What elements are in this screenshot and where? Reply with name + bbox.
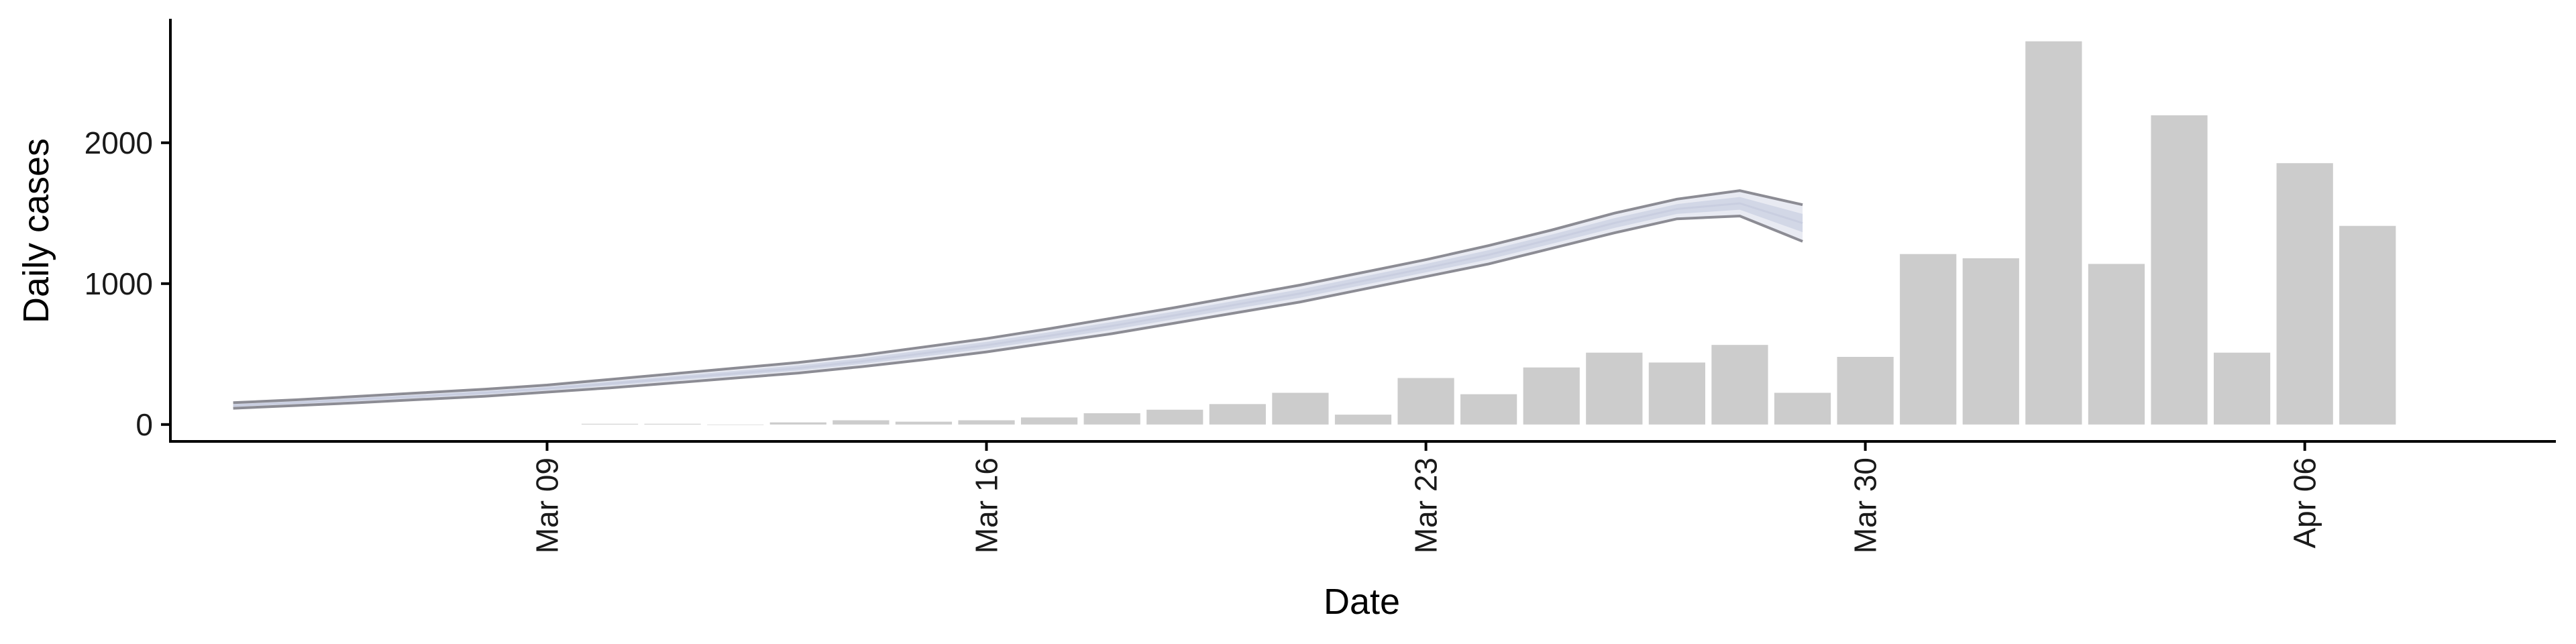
y-tick-label: 1000 xyxy=(85,266,153,301)
bar-2020-03-29 xyxy=(1774,392,1831,425)
bar-2020-03-24 xyxy=(1460,394,1517,425)
y-tick-label: 0 xyxy=(136,407,153,442)
bar-2020-04-07 xyxy=(2339,225,2396,425)
model-fit-lines-layer xyxy=(233,189,1803,410)
x-tick-label: Mar 30 xyxy=(1848,458,1883,553)
bars-layer xyxy=(581,41,2396,425)
bar-2020-03-25 xyxy=(1523,367,1580,425)
bar-2020-03-16 xyxy=(958,420,1015,425)
bar-2020-03-10 xyxy=(581,423,639,425)
x-tick-label: Mar 09 xyxy=(530,458,565,553)
x-tick-label: Mar 23 xyxy=(1409,458,1444,553)
model-fit-band-layer xyxy=(233,191,1803,409)
x-tick-label: Apr 06 xyxy=(2288,458,2322,549)
bar-2020-03-30 xyxy=(1837,357,1894,425)
bar-2020-04-01 xyxy=(1962,258,2019,425)
bar-2020-03-19 xyxy=(1146,409,1203,425)
model-fit-upper-line xyxy=(233,189,1803,405)
bar-2020-03-23 xyxy=(1397,378,1454,425)
bar-2020-03-11 xyxy=(644,423,701,425)
bar-2020-03-31 xyxy=(1900,254,1957,425)
x-axis-title: Date xyxy=(1324,582,1400,622)
bar-2020-03-26 xyxy=(1586,352,1643,425)
bar-2020-03-20 xyxy=(1209,404,1266,425)
model-fit-inner-band xyxy=(233,197,1803,407)
bar-2020-04-03 xyxy=(2088,264,2145,425)
bar-2020-04-02 xyxy=(2025,41,2082,425)
x-tick-label: Mar 16 xyxy=(969,458,1004,553)
y-tick-label: 2000 xyxy=(85,125,153,160)
bar-2020-03-21 xyxy=(1272,392,1329,425)
ticks-layer: Mar 09 Mar 16 Mar 23 Mar 30 Apr 06 0 1000 2000 xyxy=(85,125,2322,553)
axes-layer xyxy=(169,19,2556,443)
bar-2020-03-18 xyxy=(1083,413,1140,425)
bar-2020-03-28 xyxy=(1711,345,1768,425)
bar-2020-04-06 xyxy=(2276,163,2333,425)
y-axis-title: Daily cases xyxy=(16,138,56,323)
model-fit-lower-line xyxy=(233,214,1803,410)
bar-2020-03-13 xyxy=(769,422,826,425)
bar-2020-03-27 xyxy=(1648,362,1705,425)
bar-2020-03-14 xyxy=(833,420,890,425)
bar-2020-03-22 xyxy=(1334,415,1392,425)
bar-2020-03-15 xyxy=(895,421,953,425)
bar-2020-03-17 xyxy=(1020,417,1078,425)
model-fit-mid-line xyxy=(233,202,1803,407)
bar-2020-04-04 xyxy=(2151,115,2208,425)
bar-2020-04-05 xyxy=(2213,352,2271,425)
